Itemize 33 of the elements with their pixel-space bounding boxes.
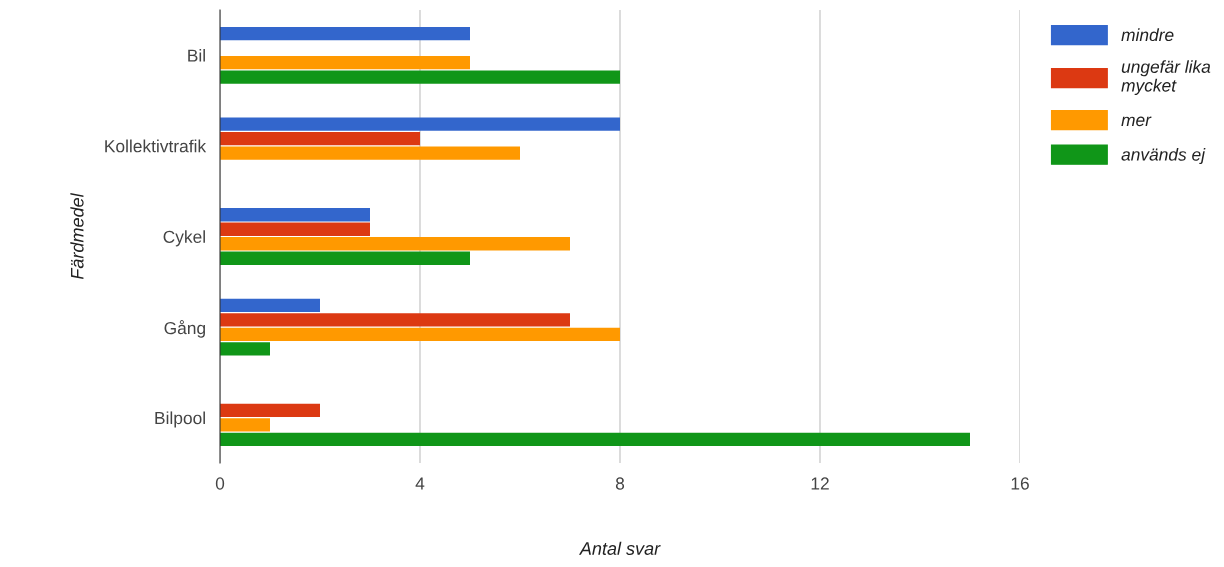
bar (220, 26, 470, 41)
bar (220, 237, 570, 251)
bar (220, 298, 320, 313)
y-tick-label: Kollektivtrafik (105, 139, 207, 153)
legend-label: används ej (1121, 147, 1206, 165)
bar (220, 342, 270, 356)
legend-label: ungefär lika mycket (1121, 60, 1211, 96)
bar (220, 313, 570, 327)
y-tick-label: Bilpool (155, 411, 205, 428)
y-axis-title: Färdmedel (70, 192, 84, 280)
y-tick-label: Bil (188, 49, 205, 62)
x-tick-label: 12 (811, 477, 829, 490)
y-tick-label: Cykel (163, 230, 205, 247)
x-tick-label: 8 (615, 477, 625, 490)
bar (220, 327, 620, 342)
bar (220, 251, 470, 265)
bar (220, 70, 620, 84)
bar (220, 55, 470, 70)
bar (220, 208, 370, 222)
bar (220, 131, 420, 146)
x-tick-label: 4 (415, 477, 425, 490)
legend-label: mer (1121, 116, 1152, 127)
bar (220, 146, 520, 160)
bar (220, 403, 320, 418)
bar (220, 117, 620, 131)
legend-label: mindre (1121, 28, 1174, 42)
bar (220, 418, 270, 432)
bar (220, 432, 970, 447)
x-axis-title: Antal svar (578, 541, 661, 555)
bar (220, 222, 370, 236)
y-tick-label: Gång (164, 320, 205, 338)
x-tick-label: 16 (1011, 477, 1029, 490)
x-tick-label: 0 (215, 477, 225, 490)
